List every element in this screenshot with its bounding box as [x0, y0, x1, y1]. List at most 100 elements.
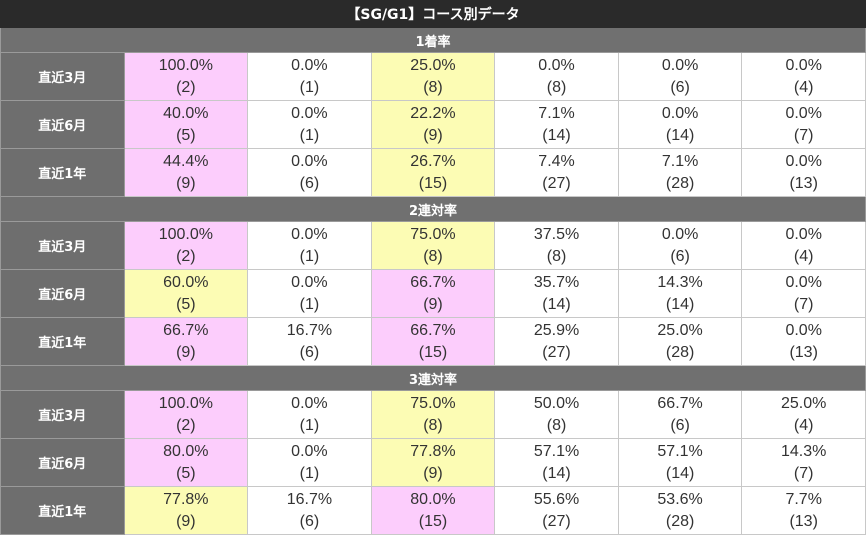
- lane-3-cell: 26.7% (15): [370, 148, 496, 197]
- course-data-body: 【SG/G1】コース別データ 1着率 直近3月 100.0% (2) 0.0% (1) 25…: [0, 0, 866, 535]
- lane-5-cell: 66.7% (6): [617, 390, 743, 439]
- period-label: 直近1年: [0, 486, 125, 535]
- rate-value: 0.0%: [291, 225, 328, 243]
- rate-value: 7.7%: [785, 490, 822, 508]
- rate-value: 66.7%: [657, 394, 703, 412]
- lane-2-cell: 0.0% (1): [247, 269, 372, 318]
- race-count: (6): [299, 174, 320, 192]
- lane-4-cell: 7.4% (27): [494, 148, 619, 197]
- table-row: 直近6月 60.0% (5) 0.0% (1) 66.7% (9) 35.7% (14) 14.3…: [0, 269, 866, 318]
- rate-value: 0.0%: [785, 152, 822, 170]
- race-count: (27): [542, 512, 571, 530]
- section-header-row: 1着率: [0, 27, 866, 53]
- rate-value: 0.0%: [291, 152, 328, 170]
- race-count: (28): [665, 174, 695, 192]
- race-count: (27): [542, 343, 571, 361]
- lane-4-cell: 25.9% (27): [494, 317, 619, 366]
- section-header-row: 3連対率: [0, 365, 866, 391]
- rate-value: 77.8%: [410, 442, 456, 460]
- lane-2-cell: 16.7% (6): [247, 317, 372, 366]
- rate-value: 80.0%: [410, 490, 456, 508]
- race-count: (8): [423, 78, 443, 96]
- rate-value: 53.6%: [657, 490, 703, 508]
- lane-4-cell: 50.0% (8): [494, 390, 619, 439]
- lane-3-cell: 25.0% (8): [370, 52, 496, 101]
- rate-value: 14.3%: [657, 273, 703, 291]
- race-count: (1): [299, 295, 320, 313]
- race-count: (4): [793, 78, 814, 96]
- race-count: (8): [423, 247, 443, 265]
- table-row: 直近3月 100.0% (2) 0.0% (1) 25.0% (8) 0.0% (8) 0.0% (…: [0, 52, 866, 101]
- course-data-table: 【SG/G1】コース別データ 1着率 直近3月 100.0% (2) 0.0% (1) 25…: [0, 0, 866, 535]
- section-header-row: 2連対率: [0, 196, 866, 222]
- rate-value: 16.7%: [286, 490, 333, 508]
- period-label: 直近1年: [0, 317, 125, 366]
- rate-value: 0.0%: [291, 394, 328, 412]
- lane-3-cell: 75.0% (8): [370, 221, 496, 270]
- race-count: (6): [670, 247, 690, 265]
- race-count: (28): [665, 343, 695, 361]
- race-count: (5): [176, 295, 196, 313]
- rate-value: 37.5%: [533, 225, 580, 243]
- rate-value: 25.0%: [410, 56, 456, 74]
- lane-1-cell: 44.4% (9): [123, 148, 249, 197]
- rate-value: 60.0%: [163, 273, 209, 291]
- race-count: (9): [176, 343, 196, 361]
- race-count: (14): [665, 126, 695, 144]
- race-count: (8): [546, 78, 567, 96]
- table-row: 直近3月 100.0% (2) 0.0% (1) 75.0% (8) 50.0% (8) 66.7…: [0, 390, 866, 439]
- race-count: (6): [670, 416, 690, 434]
- race-count: (5): [176, 464, 196, 482]
- lane-6-cell: 14.3% (7): [741, 438, 866, 487]
- rate-value: 75.0%: [410, 225, 456, 243]
- race-count: (6): [299, 343, 320, 361]
- rate-value: 0.0%: [291, 273, 328, 291]
- rate-value: 25.9%: [533, 321, 580, 339]
- section-label: 2連対率: [0, 196, 866, 222]
- lane-3-cell: 77.8% (9): [370, 438, 496, 487]
- race-count: (4): [793, 416, 814, 434]
- race-count: (9): [423, 464, 443, 482]
- race-count: (14): [542, 464, 571, 482]
- rate-value: 7.4%: [538, 152, 575, 170]
- section-label: 3連対率: [0, 365, 866, 391]
- period-label: 直近3月: [0, 52, 125, 101]
- rate-value: 57.1%: [533, 442, 580, 460]
- lane-1-cell: 80.0% (5): [123, 438, 249, 487]
- rate-value: 40.0%: [163, 104, 209, 122]
- race-count: (1): [299, 126, 320, 144]
- rate-value: 77.8%: [163, 490, 209, 508]
- rate-value: 57.1%: [657, 442, 703, 460]
- period-label: 直近6月: [0, 438, 125, 487]
- rate-value: 44.4%: [163, 152, 209, 170]
- race-count: (13): [789, 343, 818, 361]
- race-count: (5): [176, 126, 196, 144]
- lane-2-cell: 0.0% (1): [247, 100, 372, 149]
- lane-2-cell: 0.0% (1): [247, 221, 372, 270]
- rate-value: 0.0%: [291, 56, 328, 74]
- race-count: (7): [793, 295, 814, 313]
- rate-value: 7.1%: [538, 104, 575, 122]
- lane-4-cell: 35.7% (14): [494, 269, 619, 318]
- rate-value: 80.0%: [163, 442, 209, 460]
- period-label: 直近6月: [0, 269, 125, 318]
- rate-value: 0.0%: [661, 225, 699, 243]
- rate-value: 50.0%: [533, 394, 580, 412]
- rate-value: 66.7%: [163, 321, 209, 339]
- race-count: (2): [176, 78, 196, 96]
- lane-1-cell: 100.0% (2): [123, 221, 249, 270]
- lane-6-cell: 25.0% (4): [741, 390, 866, 439]
- lane-2-cell: 0.0% (6): [247, 148, 372, 197]
- lane-1-cell: 60.0% (5): [123, 269, 249, 318]
- lane-5-cell: 0.0% (6): [617, 221, 743, 270]
- rate-value: 25.0%: [657, 321, 703, 339]
- lane-6-cell: 0.0% (4): [741, 52, 866, 101]
- lane-4-cell: 0.0% (8): [494, 52, 619, 101]
- race-count: (6): [670, 78, 690, 96]
- race-count: (15): [418, 174, 448, 192]
- lane-5-cell: 7.1% (28): [617, 148, 743, 197]
- lane-3-cell: 66.7% (15): [370, 317, 496, 366]
- rate-value: 0.0%: [538, 56, 575, 74]
- race-count: (27): [542, 174, 571, 192]
- race-count: (13): [789, 174, 818, 192]
